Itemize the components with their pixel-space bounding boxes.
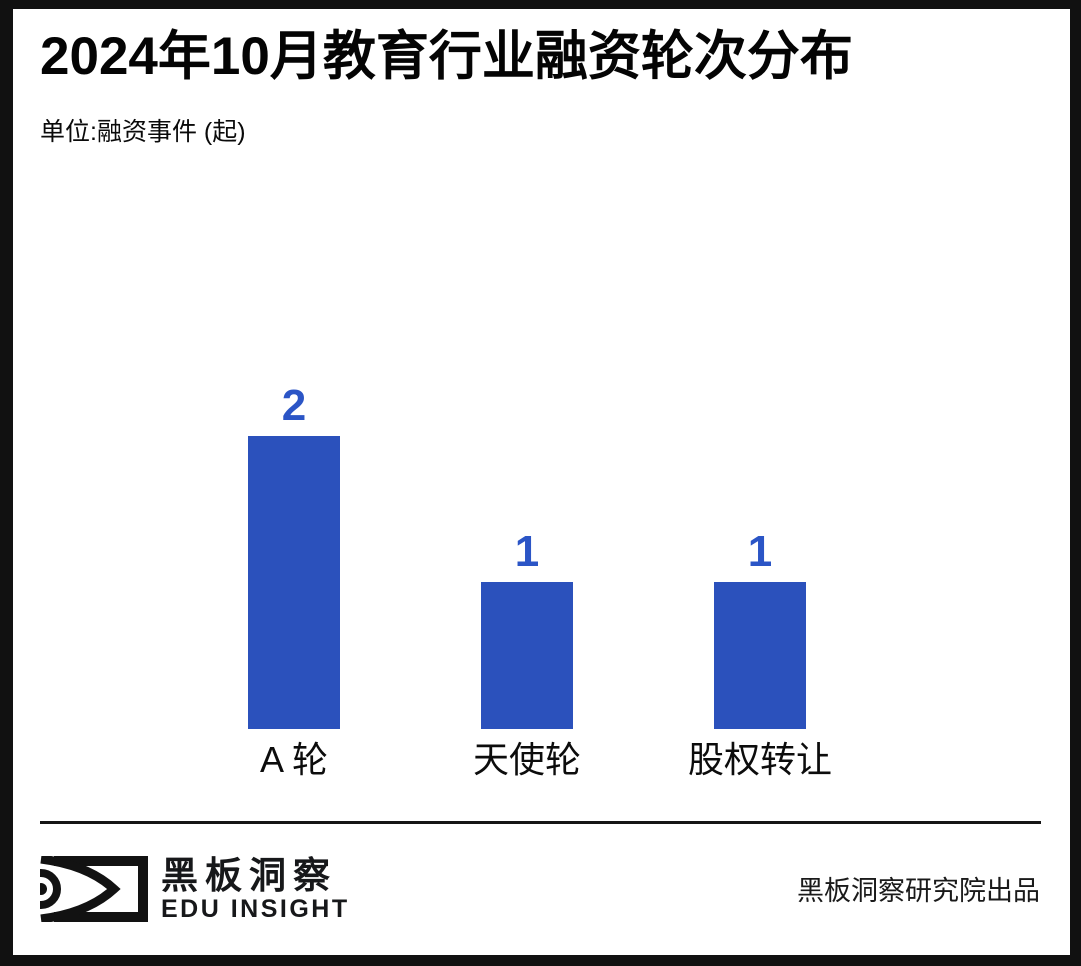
page-title: 2024年10月教育行业融资轮次分布 [40,27,853,86]
bar-A 轮 [248,436,340,729]
bar-天使轮 [481,582,573,729]
category-label: 天使轮 [472,739,581,780]
bar-value-label: 1 [747,527,773,576]
brand-logo: 黑板洞察 EDU INSIGHT [40,856,350,922]
bar-value-label: 1 [514,527,540,576]
bar-chart: 2 A 轮 1 天使轮 1 股权转让 [13,9,1070,955]
footer-divider [40,821,1041,824]
unit-label: 单位:融资事件 (起) [40,118,246,146]
category-label: A 轮 [259,739,329,780]
category-label: 股权转让 [687,739,832,780]
brand-text: 黑板洞察 EDU INSIGHT [161,857,350,922]
eye-logo-icon [40,856,148,922]
bar-股权转让 [714,582,806,729]
brand-name-cn: 黑板洞察 [161,854,337,896]
bar-value-label: 2 [281,381,307,430]
brand-name-en: EDU INSIGHT [161,894,350,923]
credit-text: 黑板洞察研究院出品 [797,876,1040,906]
